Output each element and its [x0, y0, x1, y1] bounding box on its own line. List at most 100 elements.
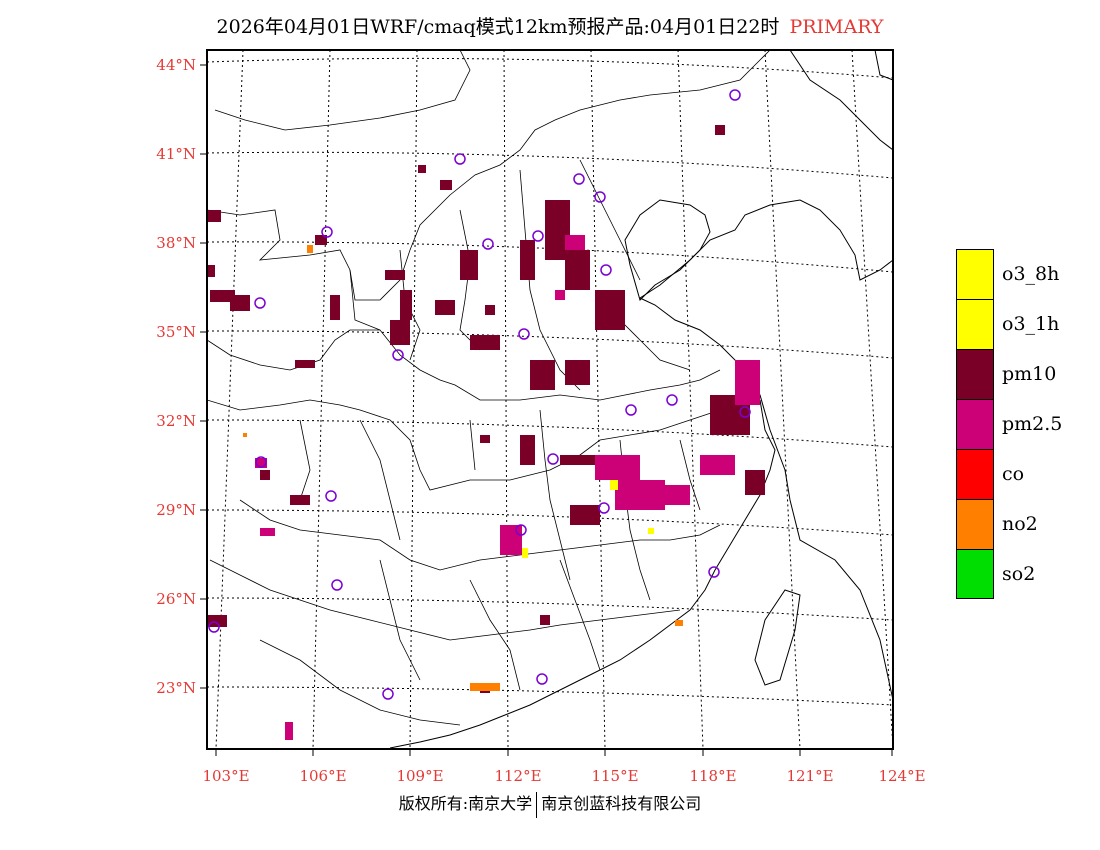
station-marker — [708, 566, 720, 578]
pm25-cell — [700, 455, 735, 475]
lat-label-38: 38°N — [156, 234, 196, 252]
legend-swatch — [956, 549, 994, 599]
border-south-1 — [239, 499, 721, 571]
coast-south — [389, 399, 776, 749]
pm10-cell — [470, 335, 500, 350]
pm10-cell — [290, 495, 310, 505]
station-marker — [325, 490, 337, 502]
legend-label: so2 — [1002, 563, 1036, 585]
pm10-cell — [460, 250, 478, 280]
station-marker — [321, 226, 333, 238]
pm10-cell — [260, 470, 270, 480]
legend-swatch — [956, 449, 994, 499]
longitude-gridlines — [215, 50, 893, 749]
lat-label-23: 23°N — [156, 679, 196, 697]
station-marker — [518, 328, 530, 340]
lat-label-26: 26°N — [156, 590, 196, 608]
pm25-cell — [615, 480, 665, 510]
lon-label-118: 118°E — [689, 767, 736, 785]
border-south-2 — [209, 559, 681, 641]
station-marker — [331, 579, 343, 591]
legend-item-o3-1h: o3_1h — [956, 299, 1096, 349]
gridline-lon-109 — [409, 50, 418, 749]
pm10-cell — [435, 300, 455, 315]
no2-cell — [307, 245, 313, 253]
pm10-cell — [485, 305, 495, 315]
gridline-lon-115 — [590, 50, 606, 749]
pm10-cell — [565, 250, 590, 290]
gridline-lon-118 — [677, 50, 704, 749]
province-borders — [207, 50, 771, 726]
pm25-cell — [260, 528, 275, 536]
pm10-cell — [207, 615, 227, 627]
lat-label-44: 44°N — [156, 56, 196, 74]
station-marker — [600, 264, 612, 276]
o3-cell — [610, 480, 618, 490]
pm10-cell — [418, 165, 426, 173]
no2-cell — [675, 620, 683, 626]
legend-swatch — [956, 399, 994, 449]
coast-korea — [789, 50, 893, 151]
primary-tag: PRIMARY — [789, 16, 884, 38]
station-marker — [598, 502, 610, 514]
border-interior-3 — [379, 559, 601, 691]
pm10-cell — [540, 615, 550, 625]
pm10-cell — [565, 360, 590, 385]
pm10-cell — [315, 235, 327, 245]
station-marker — [392, 349, 404, 361]
lon-label-106: 106°E — [299, 767, 346, 785]
legend-item-pm25: pm2.5 — [956, 399, 1096, 449]
station-marker — [729, 89, 741, 101]
legend-swatch — [956, 349, 994, 399]
legend-label: o3_8h — [1002, 263, 1060, 285]
copyright-right: 南京创蓝科技有限公司 — [541, 794, 702, 813]
legend-label: pm2.5 — [1002, 413, 1063, 435]
legend-label: no2 — [1002, 513, 1038, 535]
border-ne — [874, 50, 893, 81]
legend-item-so2: so2 — [956, 549, 1096, 599]
border-interior-2 — [299, 409, 701, 601]
o3-cells — [522, 480, 654, 558]
station-marker — [739, 406, 751, 418]
pm10-cell — [440, 180, 452, 190]
o3-cell — [648, 528, 654, 534]
pm25-cell — [255, 458, 267, 468]
pm10-cell — [715, 125, 725, 135]
legend-item-pm10: pm10 — [956, 349, 1096, 399]
station-marker — [536, 673, 548, 685]
legend-item-co: co — [956, 449, 1096, 499]
copyright-footer: 版权所有:南京大学 南京创蓝科技有限公司 — [0, 790, 1100, 818]
border-north-1 — [207, 50, 771, 301]
coast-north — [638, 199, 893, 701]
no2-cells — [243, 245, 683, 691]
no2-cell — [243, 433, 247, 437]
legend-label: pm10 — [1002, 363, 1057, 385]
station-marker — [208, 621, 220, 633]
legend-label: co — [1002, 463, 1025, 485]
lat-label-41: 41°N — [156, 145, 196, 163]
coastline — [389, 50, 893, 749]
pm10-cell — [207, 265, 215, 277]
pm10-cell — [230, 295, 250, 311]
pm10-cell — [390, 320, 410, 345]
o3-cell — [522, 548, 528, 558]
pm10-cell — [520, 240, 535, 280]
legend-label: o3_1h — [1002, 313, 1060, 335]
lat-axis: 44°N 41°N 38°N 35°N 32°N 29°N 26°N 23°N — [156, 56, 207, 697]
lat-label-29: 29°N — [156, 501, 196, 519]
map-area — [207, 50, 893, 749]
no2-cell — [470, 683, 500, 691]
taiwan-outline — [754, 589, 801, 686]
border-central-2 — [207, 399, 721, 491]
lon-label-124: 124°E — [878, 767, 925, 785]
station-marker — [482, 238, 494, 250]
station-marker — [547, 453, 559, 465]
pm10-cell — [295, 360, 315, 368]
lat-label-35: 35°N — [156, 323, 196, 341]
lon-axis: 103°E 106°E 109°E 112°E 115°E 118°E 121°… — [202, 749, 926, 785]
lon-label-115: 115°E — [591, 767, 638, 785]
lat-label-32: 32°N — [156, 412, 196, 430]
lon-label-103: 103°E — [202, 767, 249, 785]
station-marker — [666, 394, 678, 406]
